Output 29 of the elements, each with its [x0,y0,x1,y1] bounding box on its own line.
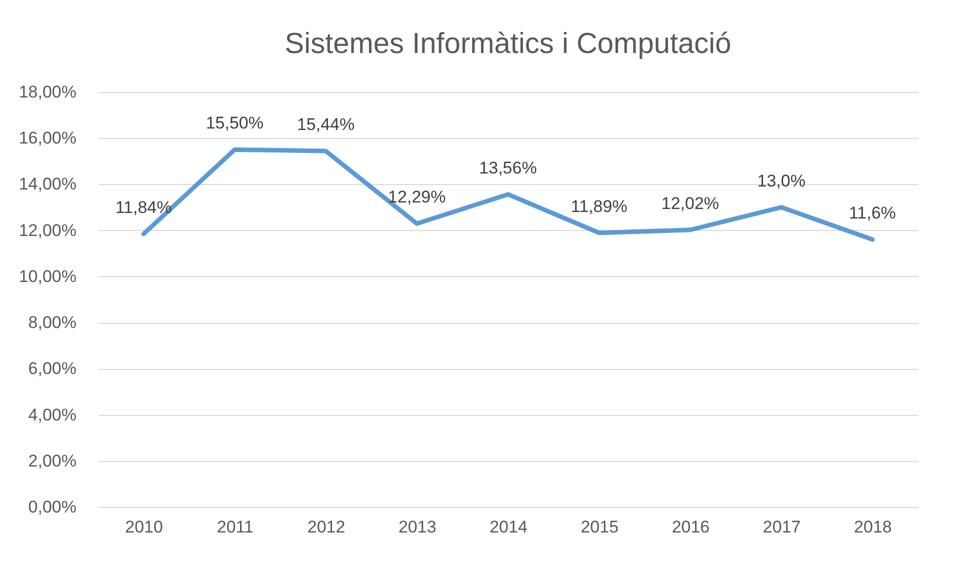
data-label: 15,50% [206,114,264,133]
data-label: 11,84% [115,198,172,218]
y-tick-label: 18,00% [18,82,76,102]
x-tick-label: 2018 [854,518,892,536]
y-tick-label: 4,00% [28,405,76,424]
y-tick-label: 12,00% [18,220,76,240]
x-tick-label: 2010 [125,518,163,536]
data-label: 12,29% [388,188,446,207]
data-label: 12,02% [661,194,720,213]
y-tick-label: 16,00% [18,128,76,148]
y-tick-label: 6,00% [28,359,76,378]
chart-title: Sistemes Informàtics i Computació [284,28,732,60]
data-label: 11,89% [570,196,628,216]
x-tick-label: 2015 [580,518,619,536]
data-label: 15,44% [296,115,355,134]
y-tick-label: 10,00% [18,266,76,286]
x-tick-label: 2011 [216,518,254,536]
y-tick-label: 8,00% [28,313,76,332]
data-label: 11,6% [848,204,896,223]
data-label: 13,56% [479,158,537,178]
x-tick-label: 2012 [307,518,346,536]
y-tick-label: 0,00% [28,498,76,516]
x-tick-label: 2017 [762,518,801,536]
y-tick-label: 14,00% [18,174,76,194]
y-tick-label: 2,00% [28,451,76,470]
x-tick-label: 2013 [398,518,436,536]
x-tick-label: 2014 [490,518,528,536]
data-label: 13,0% [757,171,806,190]
x-tick-label: 2016 [672,518,710,536]
